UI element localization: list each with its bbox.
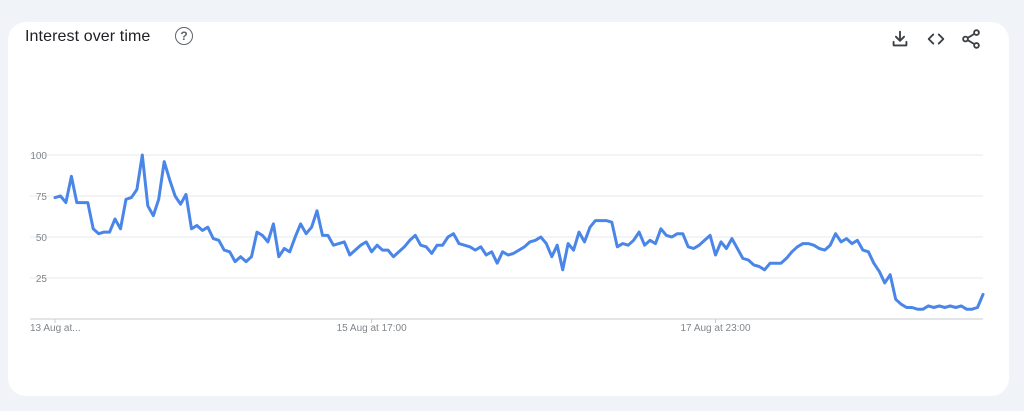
help-circle-icon[interactable]: ? — [175, 27, 193, 45]
y-tick-label: 50 — [36, 233, 48, 244]
chart-title: Interest over time — [25, 28, 151, 45]
y-tick-label: 25 — [36, 274, 48, 285]
y-tick-label: 75 — [36, 192, 48, 203]
y-tick-label: 100 — [30, 151, 47, 162]
chart-card — [8, 22, 1009, 396]
download-button[interactable] — [889, 28, 911, 50]
embed-button[interactable] — [925, 28, 947, 50]
x-tick-label: 15 Aug at 17:00 — [337, 323, 408, 334]
code-icon — [927, 33, 945, 45]
series-line — [53, 153, 985, 311]
x-tick-label: 17 Aug at 23:00 — [680, 323, 751, 334]
x-tick-label: 13 Aug at... — [30, 323, 81, 334]
share-icon — [962, 29, 980, 49]
download-icon — [892, 30, 908, 47]
share-button[interactable] — [960, 28, 982, 50]
